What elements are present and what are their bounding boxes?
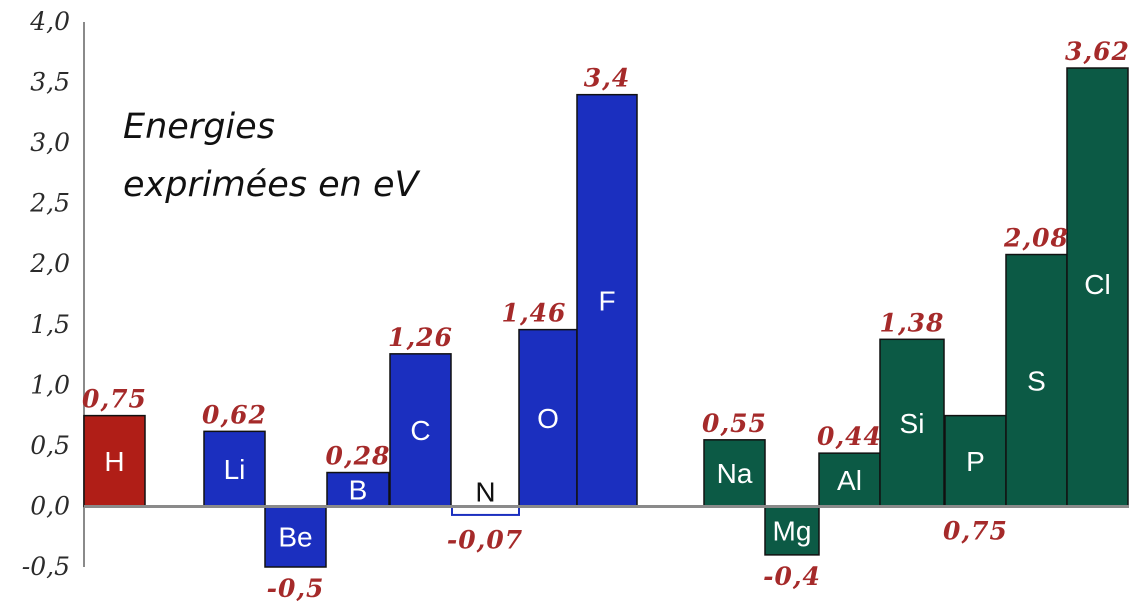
element-label-b: B [349, 474, 368, 505]
value-label-o: 1,46 [502, 299, 567, 328]
value-label-si: 1,38 [880, 308, 945, 337]
value-label-s: 2,08 [1003, 224, 1069, 253]
value-label-be: -0,5 [267, 574, 325, 603]
y-tick-label: 1,0 [30, 370, 70, 399]
element-label-c: C [410, 415, 430, 446]
element-label-li: Li [224, 454, 246, 485]
bar-na [703, 439, 766, 508]
unit-note-line-2: exprimées en eV [123, 165, 420, 205]
element-label-si: Si [900, 408, 925, 439]
bar-s [1005, 253, 1068, 508]
bar-cl [1066, 67, 1129, 508]
y-tick-label: 2,5 [29, 189, 70, 218]
element-label-n: N [475, 476, 495, 507]
bar-c [389, 353, 452, 508]
value-label-f: 3,4 [584, 64, 631, 93]
bar-mg [764, 505, 820, 556]
value-label-p: 0,75 [943, 516, 1008, 545]
value-label-n: -0,07 [447, 525, 523, 554]
y-tick-label: 4,0 [29, 7, 70, 36]
element-label-s: S [1027, 365, 1046, 396]
y-tick-label: 2,0 [29, 249, 70, 278]
value-label-cl: 3,62 [1065, 37, 1129, 66]
value-label-b: 0,28 [326, 442, 391, 471]
value-label-c: 1,26 [388, 323, 453, 352]
y-tick-label: 0,5 [30, 431, 70, 460]
y-tick-label: 0,0 [30, 491, 70, 520]
value-label-al: 0,44 [817, 422, 882, 451]
value-label-h: 0,75 [82, 385, 147, 414]
bar-f [576, 93, 638, 508]
value-label-mg: -0,4 [763, 562, 821, 591]
y-tick-label: 3,5 [30, 68, 70, 97]
bar-si [879, 338, 945, 508]
element-label-mg: Mg [773, 516, 812, 547]
value-label-na: 0,55 [702, 409, 767, 438]
element-label-h: H [104, 446, 124, 477]
element-label-be: Be [278, 522, 312, 553]
y-tick-label: 3,0 [30, 128, 70, 157]
element-label-f: F [598, 286, 615, 317]
element-label-na: Na [717, 458, 753, 489]
element-label-o: O [537, 403, 559, 434]
element-label-al: Al [837, 465, 862, 496]
unit-note-line-1: Energies [123, 107, 275, 147]
y-axis-ticks: -0,5 0,0 0,5 1,0 1,5 2,0 2,5 3,0 3,5 4,0 [22, 7, 70, 581]
value-label-li: 0,62 [202, 400, 267, 429]
bar-p [944, 414, 1007, 508]
element-label-cl: Cl [1084, 269, 1110, 300]
chart-labels: H 0,75 Li 0,62 Be -0,5 B 0,28 C 1,26 N -0,07 O 1,46 F 3… [82, 37, 1129, 603]
bar-li [203, 430, 266, 508]
element-label-p: P [966, 446, 985, 477]
chart-bars [83, 67, 1129, 568]
y-tick-label: -0,5 [22, 552, 70, 581]
y-tick-label: 1,5 [30, 310, 70, 339]
bar-o [518, 328, 578, 508]
